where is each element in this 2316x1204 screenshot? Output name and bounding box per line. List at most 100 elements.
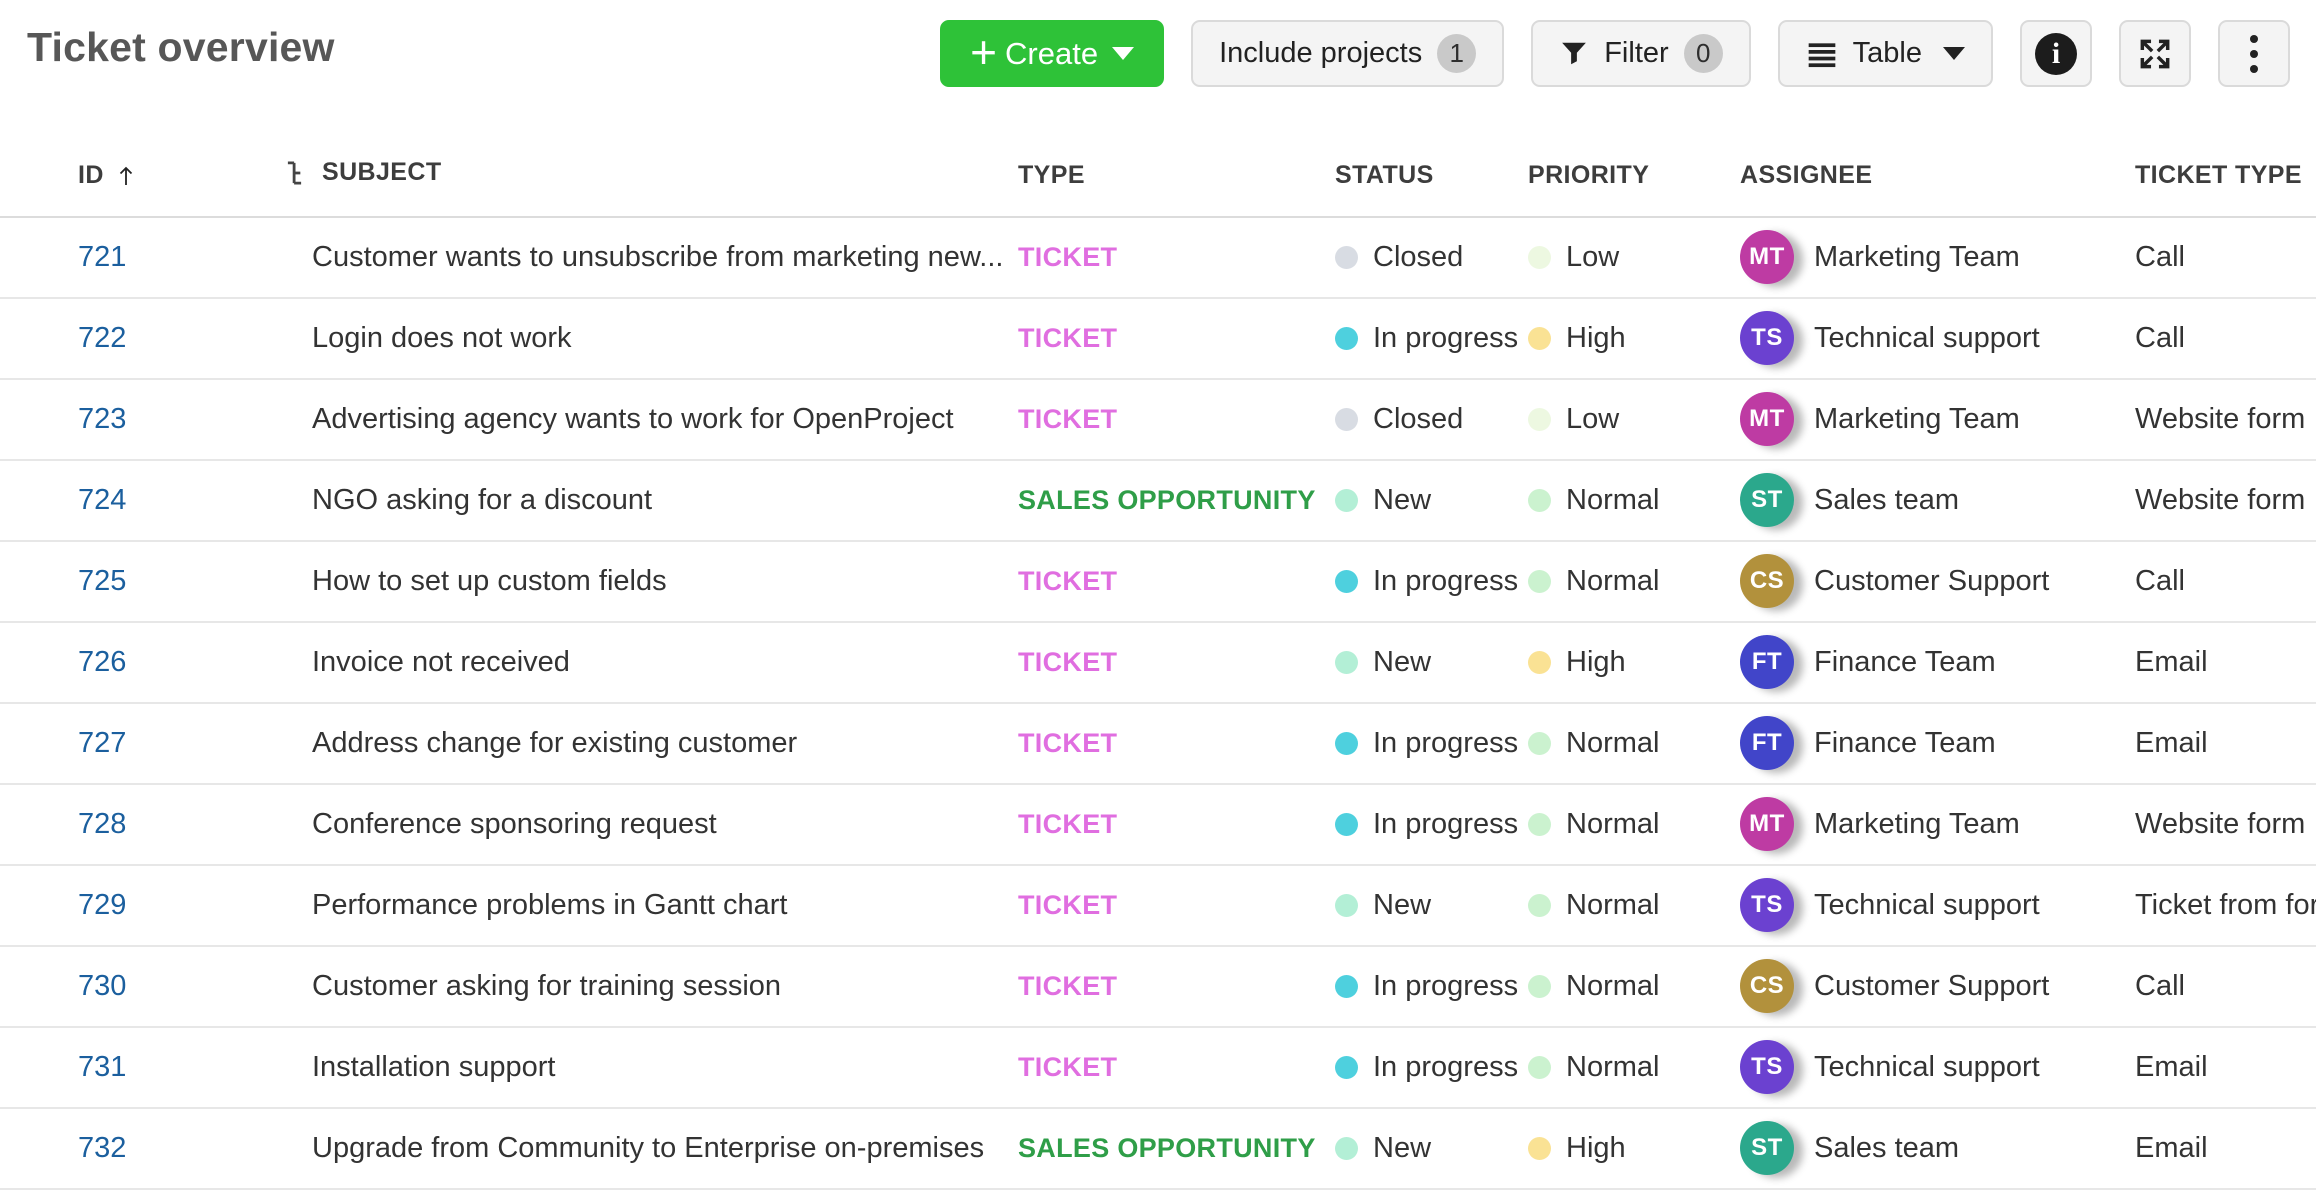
table-row[interactable]: 721 Customer wants to unsubscribe from ma… — [0, 216, 2316, 299]
ticket-assignee-cell: MT Marketing Team — [1740, 216, 2135, 299]
status-indicator: Closed — [1335, 241, 1528, 274]
assignee: TS Technical support — [1740, 311, 2135, 365]
ticket-priority-cell: Normal — [1528, 540, 1740, 623]
ticket-assignee-cell: FT Finance Team — [1740, 621, 2135, 704]
ticket-channel-cell: Call — [2135, 945, 2316, 1028]
filter-label: Filter — [1604, 37, 1669, 69]
table-row[interactable]: 731 Installation support TICKET In progress… — [0, 1026, 2316, 1109]
table-row[interactable]: 729 Performance problems in Gantt chart TI… — [0, 864, 2316, 947]
kebab-menu-icon — [2250, 34, 2258, 73]
status-dot — [1335, 488, 1358, 512]
assignee: TS Technical support — [1740, 1040, 2135, 1094]
info-button[interactable]: i — [2020, 20, 2092, 87]
ticket-type-cell: TICKET — [1018, 378, 1335, 461]
ticket-id-link[interactable]: 721 — [78, 240, 127, 273]
filter-count-badge: 0 — [1683, 34, 1723, 73]
priority-label: Normal — [1566, 969, 1660, 1002]
include-projects-button[interactable]: Include projects 1 — [1191, 20, 1505, 87]
priority-indicator: High — [1528, 646, 1740, 679]
ticket-id-link[interactable]: 727 — [78, 726, 127, 759]
ticket-subject: NGO asking for a discount — [280, 459, 1018, 542]
ticket-type-cell: TICKET — [1018, 783, 1335, 866]
ticket-id-link[interactable]: 731 — [78, 1050, 127, 1083]
ticket-id-cell: 722 — [0, 297, 280, 380]
table-row[interactable]: 728 Conference sponsoring request TICKET In… — [0, 783, 2316, 866]
ticket-status-cell: New — [1335, 621, 1528, 704]
include-projects-count-badge: 1 — [1437, 34, 1477, 73]
table-row[interactable]: 727 Address change for existing customer T… — [0, 702, 2316, 785]
ticket-id-link[interactable]: 732 — [78, 1131, 127, 1164]
column-header-status[interactable]: STATUS — [1335, 144, 1528, 218]
status-label: New — [1373, 888, 1432, 921]
status-indicator: Closed — [1335, 403, 1528, 436]
status-label: New — [1373, 1131, 1432, 1164]
table-row[interactable]: 732 Upgrade from Community to Enterprise … — [0, 1107, 2316, 1190]
ticket-id-link[interactable]: 723 — [78, 402, 127, 435]
column-header-type[interactable]: TYPE — [1018, 144, 1335, 218]
ticket-channel-cell: Ticket from for — [2135, 864, 2316, 947]
status-indicator: In progress — [1335, 970, 1528, 1003]
assignee-avatar: FT — [1740, 716, 1794, 770]
ticket-id-link[interactable]: 726 — [78, 645, 127, 678]
column-header-assignee[interactable]: ASSIGNEE — [1740, 144, 2135, 218]
ticket-status-cell: New — [1335, 459, 1528, 542]
ticket-type-label: TICKET — [1018, 565, 1118, 596]
ticket-id-link[interactable]: 728 — [78, 807, 127, 840]
status-label: In progress — [1373, 321, 1519, 354]
ticket-channel-cell: Email — [2135, 1107, 2316, 1190]
chevron-down-icon — [1112, 47, 1135, 60]
assignee: FT Finance Team — [1740, 635, 2135, 689]
ticket-type-cell: TICKET — [1018, 1026, 1335, 1109]
ticket-status-cell: New — [1335, 864, 1528, 947]
column-header-ticket-type[interactable]: TICKET TYPE — [2135, 144, 2316, 218]
assignee-avatar: MT — [1740, 392, 1794, 446]
ticket-type-cell: SALES OPPORTUNITY — [1018, 1107, 1335, 1190]
ticket-type-label: SALES OPPORTUNITY — [1018, 1132, 1316, 1163]
filter-icon — [1562, 42, 1587, 64]
ticket-status-cell: In progress — [1335, 540, 1528, 623]
ticket-priority-cell: Normal — [1528, 1026, 1740, 1109]
table-row[interactable]: 722 Login does not work TICKET In progress H… — [0, 297, 2316, 380]
ticket-id-link[interactable]: 730 — [78, 969, 127, 1002]
ticket-id-link[interactable]: 724 — [78, 483, 127, 516]
column-header-id[interactable]: ID — [0, 144, 280, 218]
priority-indicator: Normal — [1528, 970, 1740, 1003]
status-dot — [1335, 1136, 1358, 1160]
fullscreen-button[interactable] — [2119, 20, 2191, 87]
table-row[interactable]: 723 Advertising agency wants to work for … — [0, 378, 2316, 461]
view-mode-label: Table — [1852, 37, 1922, 69]
status-indicator: In progress — [1335, 565, 1528, 598]
ticket-id-link[interactable]: 729 — [78, 888, 127, 921]
ticket-id-cell: 724 — [0, 459, 280, 542]
table-row[interactable]: 730 Customer asking for training session T… — [0, 945, 2316, 1028]
ticket-status-cell: Closed — [1335, 216, 1528, 299]
ticket-subject: Upgrade from Community to Enterprise on-… — [280, 1107, 1018, 1190]
filter-button[interactable]: Filter 0 — [1531, 20, 1751, 87]
column-header-priority[interactable]: PRIORITY — [1528, 144, 1740, 218]
status-label: In progress — [1373, 564, 1519, 597]
ticket-type-label: TICKET — [1018, 970, 1118, 1001]
table-row[interactable]: 725 How to set up custom fields TICKET In p… — [0, 540, 2316, 623]
assignee-avatar: ST — [1740, 1121, 1794, 1175]
ticket-id-link[interactable]: 722 — [78, 321, 127, 354]
status-label: In progress — [1373, 726, 1519, 759]
status-indicator: New — [1335, 1132, 1528, 1165]
table-header: ID SUBJECT TYPE STATUS PRIORITY ASSIGNEE… — [0, 144, 2316, 218]
status-dot — [1335, 731, 1358, 755]
table-row[interactable]: 726 Invoice not received TICKET New High FT Fi… — [0, 621, 2316, 704]
priority-dot — [1528, 812, 1551, 836]
ticket-priority-cell: Low — [1528, 378, 1740, 461]
assignee-name: Customer Support — [1814, 969, 2050, 1002]
priority-label: Normal — [1566, 483, 1660, 516]
assignee: MT Marketing Team — [1740, 230, 2135, 284]
column-header-subject[interactable]: SUBJECT — [280, 144, 1018, 218]
table-row[interactable]: 724 NGO asking for a discount SALES OPPORT… — [0, 459, 2316, 542]
view-mode-button[interactable]: Table — [1777, 20, 1993, 87]
create-button[interactable]: + Create — [940, 20, 1165, 87]
ticket-id-link[interactable]: 725 — [78, 564, 127, 597]
priority-indicator: Low — [1528, 241, 1740, 274]
ticket-channel-cell: Email — [2135, 702, 2316, 785]
ticket-channel-cell: Website form — [2135, 459, 2316, 542]
ticket-assignee-cell: ST Sales team — [1740, 459, 2135, 542]
more-options-button[interactable] — [2218, 20, 2290, 87]
